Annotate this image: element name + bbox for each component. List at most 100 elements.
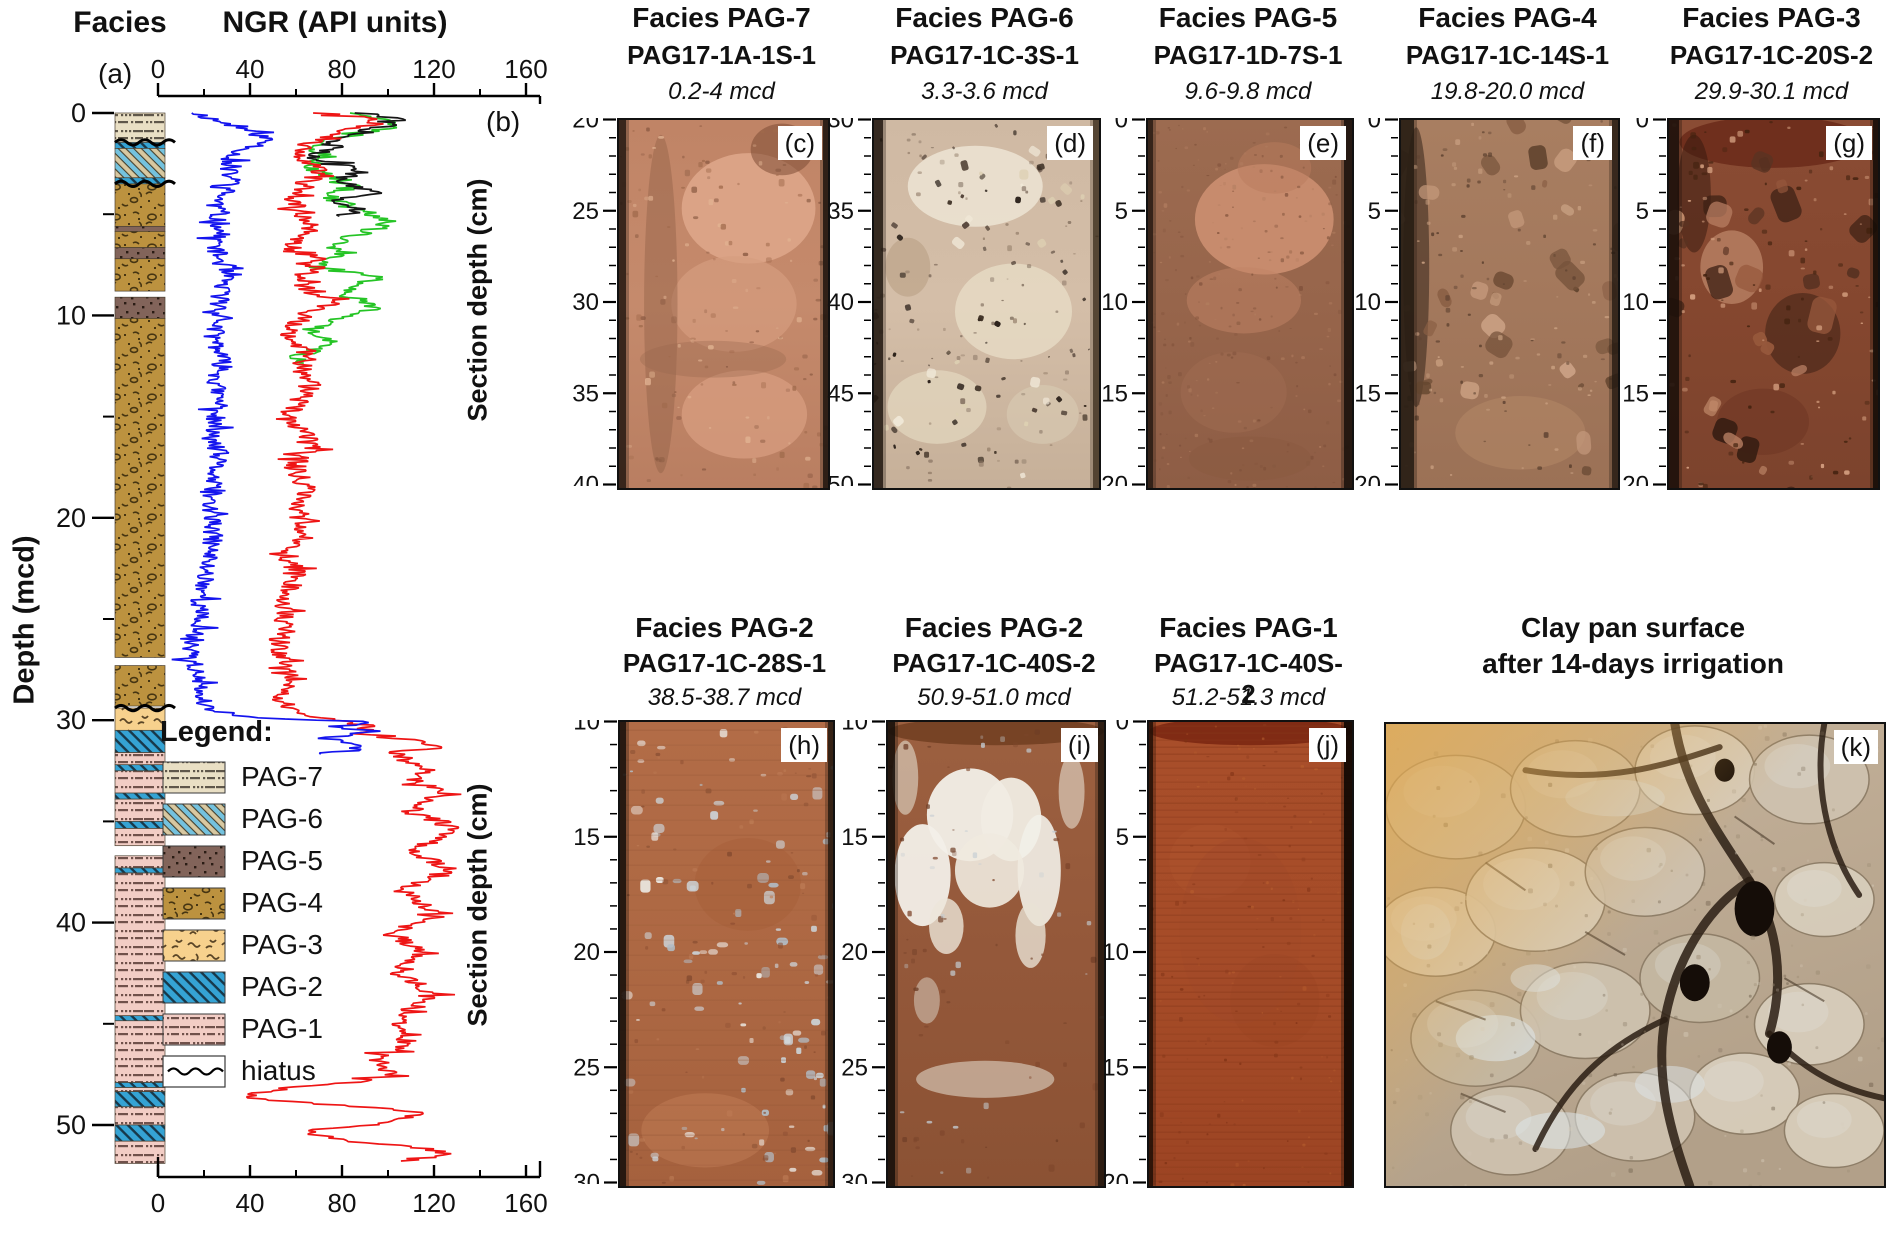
svg-text:35: 35 <box>572 380 599 407</box>
section-depth-axis: 0 5 10 15 20 <box>1102 720 1146 1185</box>
svg-text:15: 15 <box>573 824 600 851</box>
svg-text:40: 40 <box>827 289 854 316</box>
field-photo-art <box>1386 724 1884 1186</box>
panel-facies-title: Facies PAG-5 <box>1158 2 1338 33</box>
panel-letter-chip: (h) <box>781 728 827 762</box>
svg-text:10: 10 <box>1354 289 1381 316</box>
core-photo-art <box>1148 120 1352 488</box>
panel-interval: 3.3-3.6 mcd <box>921 78 1048 105</box>
svg-text:20: 20 <box>572 118 599 134</box>
core-photo: (h) <box>618 720 835 1188</box>
svg-text:20: 20 <box>1102 1170 1129 1185</box>
svg-text:15: 15 <box>1102 1054 1129 1081</box>
facies-layer <box>114 1091 166 1108</box>
facies-layer <box>114 821 166 829</box>
core-photo-art <box>1149 722 1352 1186</box>
panel-facies-title: Facies PAG-4 <box>1418 2 1597 33</box>
section-depth-label-row2: Section depth (cm) <box>462 783 493 1027</box>
section-depth-axis: 0 5 10 15 20 <box>1622 118 1666 486</box>
facies-layer <box>114 828 166 847</box>
core-photo-art <box>619 120 828 488</box>
panel-interval: 38.5-38.7 mcd <box>647 684 802 711</box>
facies-layer <box>114 764 166 772</box>
panel-interval: 0.2-4 mcd <box>668 78 775 105</box>
svg-text:40: 40 <box>56 908 86 938</box>
ngr-curve-black <box>306 112 407 217</box>
panel-i: Facies PAG-2 PAG17-1C-40S-2 50.9-51.0 mc… <box>830 606 1106 1188</box>
panel-j: Facies PAG-1 PAG17-1C-40S-2 51.2-51.3 mc… <box>1091 606 1354 1188</box>
svg-text:30: 30 <box>56 705 86 735</box>
svg-text:120: 120 <box>412 54 455 84</box>
svg-text:0: 0 <box>1368 118 1381 134</box>
svg-text:5: 5 <box>1636 198 1649 225</box>
svg-text:PAG-7: PAG-7 <box>241 761 323 792</box>
core-photo: (d) <box>872 118 1101 490</box>
facies-layer <box>114 729 166 753</box>
panel-c: Facies PAG-7 PAG17-1A-1S-1 0.2-4 mcd 20 2… <box>561 0 830 490</box>
svg-text:80: 80 <box>328 54 357 84</box>
facies-layer <box>114 752 166 766</box>
facies-layer <box>114 1082 166 1088</box>
svg-text:10: 10 <box>841 720 868 736</box>
panel-e: Facies PAG-5 PAG17-1D-7S-1 9.6-9.8 mcd 0… <box>1090 0 1354 490</box>
hiatus-line <box>114 703 176 713</box>
panel-interval: 51.2-51.3 mcd <box>1171 684 1326 711</box>
ngr-curves <box>171 112 462 1162</box>
core-photo-art <box>1669 120 1878 488</box>
svg-text:5: 5 <box>1368 198 1381 225</box>
svg-text:160: 160 <box>504 1188 547 1218</box>
panel-core-id: PAG17-1C-40S-2 <box>1154 648 1343 709</box>
facies-layer <box>114 225 166 232</box>
svg-text:PAG-6: PAG-6 <box>241 803 323 834</box>
svg-text:25: 25 <box>573 1054 600 1081</box>
svg-text:PAG-3: PAG-3 <box>241 929 323 960</box>
section-depth-axis: 20 25 30 35 40 <box>572 118 616 486</box>
core-photo: (e) <box>1146 118 1354 490</box>
svg-text:40: 40 <box>236 54 265 84</box>
svg-text:20: 20 <box>1354 472 1381 487</box>
section-depth-axis: 10 15 20 25 30 <box>573 720 617 1185</box>
svg-text:50: 50 <box>56 1110 86 1140</box>
core-photo: (j) <box>1147 720 1354 1188</box>
ngr-curve-blue <box>171 112 381 755</box>
svg-text:160: 160 <box>504 54 547 84</box>
svg-text:0: 0 <box>1636 118 1649 134</box>
svg-text:30: 30 <box>572 289 599 316</box>
panel-title-line1: Clay pan surface <box>1520 612 1746 643</box>
panel-letter-chip: (c) <box>777 126 822 160</box>
panel-interval: 50.9-51.0 mcd <box>917 684 1071 711</box>
svg-text:35: 35 <box>827 198 854 225</box>
panel-core-id: PAG17-1C-14S-1 <box>1405 40 1610 70</box>
panel-core-id: PAG17-1D-7S-1 <box>1153 40 1343 70</box>
ngr-curve-green <box>289 112 398 365</box>
facies-layer <box>114 318 166 658</box>
panel-letter-chip: (j) <box>1308 728 1346 762</box>
facies-layer <box>114 1020 166 1083</box>
facies-layer <box>114 247 166 260</box>
panel-facies-title: Facies PAG-1 <box>1159 612 1338 643</box>
panel-letter-chip: (i) <box>1060 728 1098 762</box>
panel-letter-chip: (d) <box>1047 126 1093 160</box>
panel-facies-title: Facies PAG-2 <box>904 612 1084 643</box>
section-depth-axis: 30 35 40 45 50 <box>827 118 871 486</box>
panel-f: Facies PAG-4 PAG17-1C-14S-1 19.8-20.0 mc… <box>1343 0 1620 490</box>
facies-layer <box>114 112 166 143</box>
facies-layer <box>114 183 166 227</box>
panel-facies-title: Facies PAG-3 <box>1682 2 1861 33</box>
svg-text:15: 15 <box>1622 380 1649 407</box>
facies-layer <box>114 665 166 707</box>
svg-text:30: 30 <box>841 1170 868 1185</box>
ngr-header: NGR (API units) <box>222 6 448 39</box>
chart-axis-labels: 0 0 40 40 80 80 120 120 160 160 0 10 20 30 40 50 <box>56 54 548 1218</box>
svg-text:30: 30 <box>573 1170 600 1185</box>
facies-layer <box>114 798 166 822</box>
svg-text:20: 20 <box>573 939 600 966</box>
facies-layer <box>114 792 166 800</box>
facies-layer <box>114 872 166 1017</box>
panel-facies-title: Facies PAG-6 <box>895 2 1074 33</box>
panel-facies-title: Facies PAG-7 <box>632 2 811 33</box>
panel-b-label: (b) <box>486 106 521 137</box>
svg-text:15: 15 <box>841 824 868 851</box>
section-depth-axis: 10 15 20 25 30 <box>841 720 885 1185</box>
facies-layer <box>114 867 166 874</box>
